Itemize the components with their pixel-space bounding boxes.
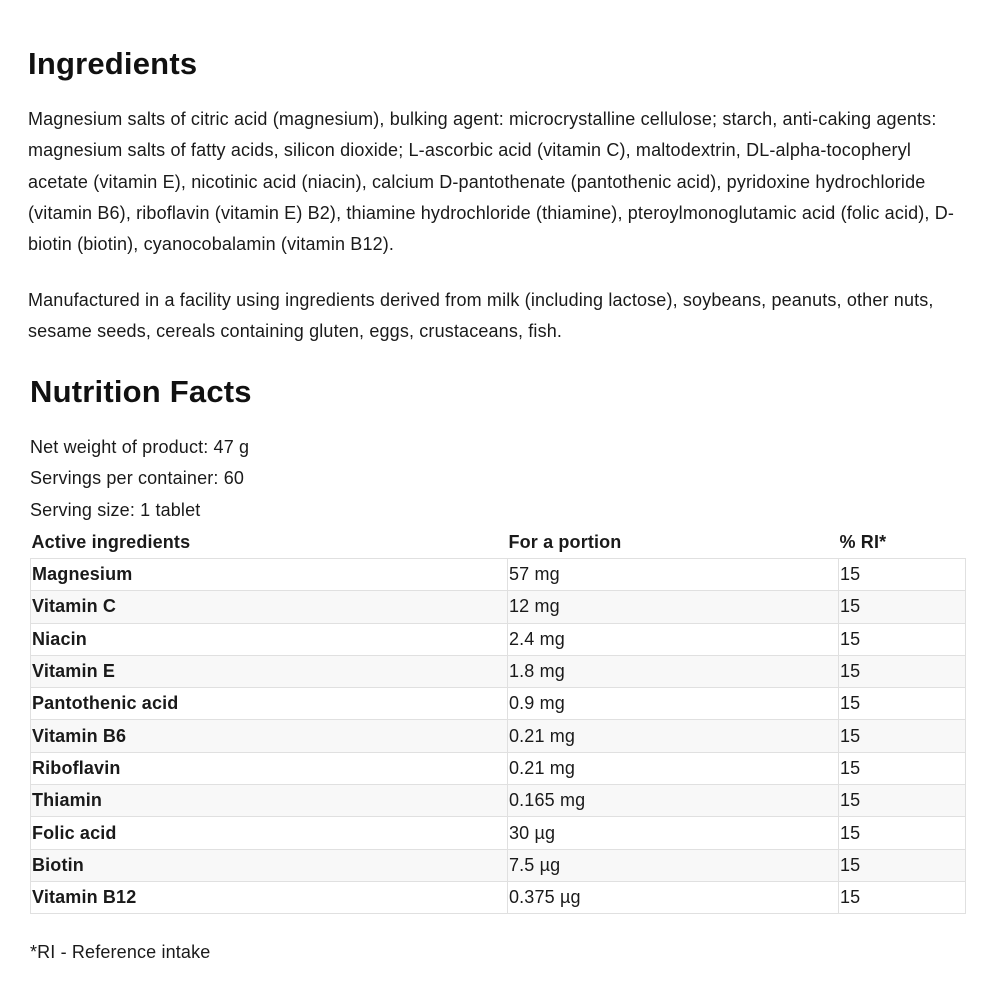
ri-cell: 15 bbox=[838, 654, 966, 689]
table-row: Vitamin B6 0.21 mg 15 bbox=[30, 719, 966, 753]
table-row: Pantothenic acid 0.9 mg 15 bbox=[30, 687, 966, 721]
table-row: Riboflavin 0.21 mg 15 bbox=[30, 751, 966, 786]
portion-cell: 57 mg bbox=[507, 557, 839, 592]
portion-cell: 7.5 µg bbox=[507, 848, 839, 882]
ingredients-heading: Ingredients bbox=[28, 46, 198, 81]
portion-cell: 30 µg bbox=[507, 816, 839, 850]
footnote: *RI - Reference intake bbox=[30, 942, 211, 962]
ingredient-cell: Vitamin E bbox=[30, 654, 508, 689]
portion-cell: 0.375 µg bbox=[507, 880, 839, 915]
ri-cell: 15 bbox=[838, 687, 966, 721]
ingredients-text: Magnesium salts of citric acid (magnesiu… bbox=[28, 109, 955, 255]
net-weight: Net weight of product: 47 g bbox=[30, 437, 250, 457]
ri-cell: 15 bbox=[838, 590, 966, 624]
ri-cell: 15 bbox=[838, 557, 966, 592]
table-header-row: Active ingredients For a portion % RI* bbox=[31, 526, 966, 559]
ingredient-cell: Niacin bbox=[30, 622, 508, 656]
column-header-ri: % RI* bbox=[839, 531, 887, 552]
ri-cell: 15 bbox=[838, 622, 966, 656]
serving-size: Serving size: 1 tablet bbox=[30, 500, 201, 520]
ri-cell: 15 bbox=[838, 880, 966, 915]
ingredient-cell: Magnesium bbox=[30, 557, 508, 592]
portion-cell: 0.21 mg bbox=[507, 751, 839, 786]
portion-cell: 0.9 mg bbox=[507, 687, 839, 721]
column-header-portion: For a portion bbox=[508, 531, 622, 552]
ri-cell: 15 bbox=[838, 751, 966, 786]
portion-cell: 12 mg bbox=[507, 590, 839, 624]
ingredient-cell: Vitamin C bbox=[30, 590, 508, 624]
table-row: Folic acid 30 µg 15 bbox=[30, 816, 966, 850]
nutrition-table: Active ingredients For a portion % RI* M… bbox=[30, 526, 966, 915]
table-row: Vitamin C 12 mg 15 bbox=[30, 590, 966, 624]
ri-cell: 15 bbox=[838, 719, 966, 753]
ri-cell: 15 bbox=[838, 816, 966, 850]
ri-cell: 15 bbox=[838, 784, 966, 818]
nutrition-facts-heading: Nutrition Facts bbox=[30, 374, 252, 409]
table-row: Magnesium 57 mg 15 bbox=[30, 557, 966, 592]
ingredient-cell: Thiamin bbox=[30, 784, 508, 818]
ri-cell: 15 bbox=[838, 848, 966, 882]
table-row: Vitamin B12 0.375 µg 15 bbox=[30, 880, 966, 915]
servings-per-container: Servings per container: 60 bbox=[30, 468, 245, 488]
allergen-facility-text: Manufactured in a facility using ingredi… bbox=[28, 290, 934, 342]
ingredient-cell: Vitamin B6 bbox=[30, 719, 508, 753]
table-row: Thiamin 0.165 mg 15 bbox=[30, 784, 966, 818]
ingredient-cell: Vitamin B12 bbox=[30, 880, 508, 915]
ingredient-cell: Pantothenic acid bbox=[30, 687, 508, 721]
portion-cell: 2.4 mg bbox=[507, 622, 839, 656]
ingredient-cell: Folic acid bbox=[30, 816, 508, 850]
column-header-ingredient: Active ingredients bbox=[31, 531, 191, 552]
table-row: Biotin 7.5 µg 15 bbox=[30, 848, 966, 882]
ingredient-cell: Biotin bbox=[30, 848, 508, 882]
table-row: Vitamin E 1.8 mg 15 bbox=[30, 654, 966, 689]
ingredient-cell: Riboflavin bbox=[30, 751, 508, 786]
portion-cell: 0.21 mg bbox=[507, 719, 839, 753]
table-row: Niacin 2.4 mg 15 bbox=[30, 622, 966, 656]
portion-cell: 1.8 mg bbox=[507, 654, 839, 689]
portion-cell: 0.165 mg bbox=[507, 784, 839, 818]
